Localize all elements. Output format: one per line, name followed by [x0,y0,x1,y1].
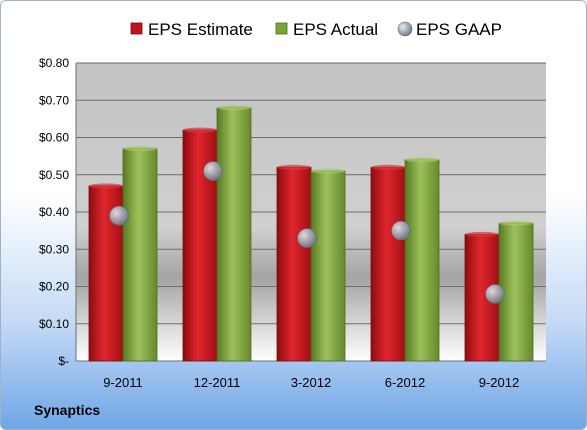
y-tick-label: $0.30 [39,242,69,256]
bar-top [89,183,123,189]
bar-top [499,220,533,226]
marker-eps-gaap [391,220,411,241]
x-tick-label: 12-2011 [194,375,241,390]
bar-eps-estimate [276,166,312,362]
legend-swatch-eps-estimate [130,22,143,35]
y-tick-label: $0.20 [39,280,69,294]
marker-eps-gaap [109,205,129,226]
bar-top [311,168,345,174]
marker-eps-gaap [297,228,317,248]
x-tick-label: 9-2011 [103,375,143,390]
legend-swatch-eps-gaap [397,21,413,37]
bar-top [371,164,405,170]
bar-top [183,127,217,133]
x-tick-label: 3-2012 [291,375,331,390]
company-name: Synaptics [34,402,101,418]
bar-top [465,231,499,237]
marker-eps-gaap [485,284,505,304]
legend-label-eps-estimate: EPS Estimate [148,20,253,39]
bar-eps-actual [498,222,534,362]
y-tick-label: $0.70 [39,93,69,107]
bar-eps-estimate [370,166,406,362]
x-tick-label: 6-2012 [385,375,425,390]
bar-top [405,157,439,163]
y-tick-label: $0.50 [39,168,69,182]
marker-eps-gaap [203,161,223,181]
bar-eps-actual [404,159,440,362]
x-tick-label: 9-2012 [479,375,519,390]
bar-eps-actual [216,107,252,362]
y-tick-label: $0.80 [39,56,69,70]
legend-swatch-eps-actual [275,22,288,35]
legend-label-eps-gaap: EPS GAAP [416,20,502,39]
y-tick-label: $0.40 [39,205,69,219]
bar-top [277,164,311,170]
y-tick-label: $- [58,354,69,368]
legend-label-eps-actual: EPS Actual [293,20,378,39]
bar-eps-actual [310,170,346,362]
bar-top [123,146,157,152]
y-tick-label: $0.10 [39,317,69,331]
bar-top [217,105,251,111]
bar-eps-actual [122,148,158,362]
y-tick-label: $0.60 [39,131,69,145]
